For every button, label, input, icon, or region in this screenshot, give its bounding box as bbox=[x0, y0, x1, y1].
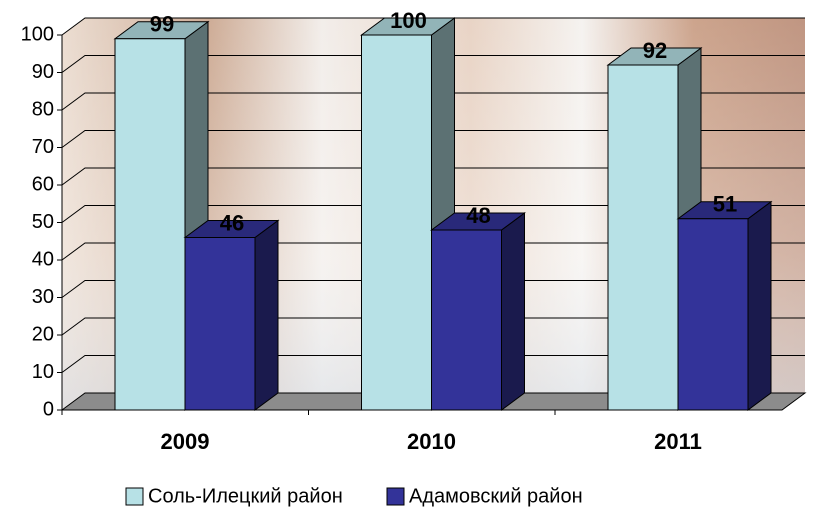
grid-line bbox=[61, 17, 805, 36]
x-tick-label: 2009 bbox=[161, 429, 210, 454]
bar bbox=[607, 64, 679, 411]
value-label: 46 bbox=[220, 210, 244, 235]
y-tick-label: 80 bbox=[32, 98, 54, 120]
y-tick-label: 60 bbox=[32, 173, 54, 195]
bar bbox=[677, 218, 749, 411]
grid-line bbox=[61, 317, 805, 336]
x-tick-label: 2011 bbox=[654, 429, 702, 454]
value-label: 100 bbox=[390, 8, 427, 33]
y-tick-label: 40 bbox=[32, 248, 54, 270]
grid-line bbox=[61, 167, 805, 186]
bar-side bbox=[501, 212, 525, 411]
y-tick-label: 20 bbox=[32, 323, 54, 345]
y-tick-label: 70 bbox=[32, 136, 54, 158]
bar-side bbox=[254, 219, 279, 411]
bar bbox=[114, 38, 186, 411]
legend-label: Адамовский район bbox=[409, 485, 583, 507]
value-label: 48 bbox=[466, 203, 490, 228]
legend-label: Соль-Илецкий район bbox=[148, 485, 343, 507]
value-label: 51 bbox=[713, 192, 737, 217]
x-tick-label: 2010 bbox=[407, 429, 456, 454]
grid-line bbox=[61, 92, 805, 111]
y-tick-label: 100 bbox=[21, 23, 54, 45]
grid-line bbox=[61, 280, 805, 298]
value-label: 92 bbox=[643, 38, 667, 63]
grid-line bbox=[61, 205, 805, 223]
legend-swatch bbox=[125, 487, 144, 506]
grid-line bbox=[61, 355, 805, 373]
y-tick-label: 90 bbox=[32, 61, 54, 83]
bar bbox=[184, 237, 256, 411]
y-tick-label: 10 bbox=[32, 361, 54, 383]
y-tick-label: 30 bbox=[32, 286, 54, 308]
bar bbox=[431, 229, 502, 411]
grid-line bbox=[61, 55, 805, 73]
bar bbox=[361, 34, 432, 411]
grid-line bbox=[61, 130, 805, 148]
y-tick-label: 0 bbox=[43, 398, 54, 420]
y-tick-label: 50 bbox=[32, 211, 54, 233]
legend-swatch bbox=[386, 487, 405, 506]
value-label: 99 bbox=[150, 12, 174, 37]
grid-line bbox=[61, 242, 805, 261]
bar-side bbox=[747, 200, 772, 411]
